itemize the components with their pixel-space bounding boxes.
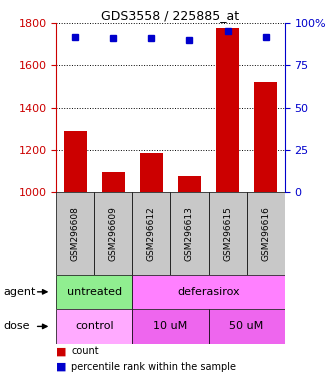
Bar <box>132 309 209 344</box>
Text: ■: ■ <box>56 362 67 372</box>
Bar <box>132 192 170 275</box>
Text: deferasirox: deferasirox <box>177 287 240 297</box>
Bar <box>170 192 209 275</box>
Text: agent: agent <box>3 287 36 297</box>
Bar <box>132 275 285 309</box>
Bar <box>209 309 285 344</box>
Bar <box>140 153 163 192</box>
Text: GSM296612: GSM296612 <box>147 206 156 261</box>
Bar <box>209 192 247 275</box>
Text: GSM296613: GSM296613 <box>185 206 194 261</box>
Text: 50 uM: 50 uM <box>229 321 264 331</box>
Bar <box>94 192 132 275</box>
Title: GDS3558 / 225885_at: GDS3558 / 225885_at <box>101 9 240 22</box>
Text: ■: ■ <box>56 346 67 356</box>
Bar <box>56 192 94 275</box>
Text: count: count <box>71 346 99 356</box>
Bar <box>254 82 277 192</box>
Text: control: control <box>75 321 114 331</box>
Text: percentile rank within the sample: percentile rank within the sample <box>71 362 236 372</box>
Text: dose: dose <box>3 321 30 331</box>
Text: GSM296609: GSM296609 <box>109 206 118 261</box>
Bar <box>102 172 125 192</box>
Text: untreated: untreated <box>67 287 122 297</box>
Bar <box>216 28 239 192</box>
Bar <box>56 275 132 309</box>
Bar <box>64 131 87 192</box>
Bar <box>178 176 201 192</box>
Bar <box>247 192 285 275</box>
Bar <box>56 309 132 344</box>
Text: GSM296608: GSM296608 <box>71 206 80 261</box>
Text: GSM296616: GSM296616 <box>261 206 270 261</box>
Text: 10 uM: 10 uM <box>153 321 188 331</box>
Text: GSM296615: GSM296615 <box>223 206 232 261</box>
